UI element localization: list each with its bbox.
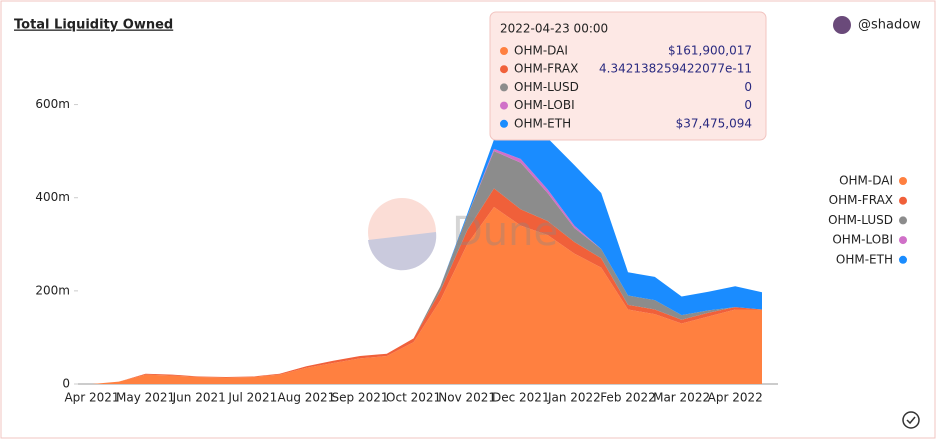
tooltip-name: OHM-LOBI: [514, 98, 575, 112]
legend-swatch: [899, 177, 907, 185]
area: [92, 207, 762, 384]
chart-title: Total Liquidity Owned: [14, 18, 173, 33]
legend-label: OHM-DAI: [839, 174, 893, 188]
tooltip-name: OHM-LUSD: [514, 80, 579, 94]
watermark-text: Dune: [452, 209, 558, 255]
check-icon[interactable]: [902, 411, 920, 429]
tooltip-title: 2022-04-23 00:00: [500, 22, 608, 36]
legend-swatch: [899, 236, 907, 245]
x-tick-label: Jun 2021: [172, 391, 226, 405]
tooltip-swatch: [500, 83, 508, 92]
tooltip-swatch: [500, 65, 508, 74]
x-tick-label: May 2021: [116, 391, 175, 405]
watermark: Dune: [368, 198, 558, 271]
legend-label: OHM-ETH: [836, 252, 893, 266]
legend-label: OHM-LOBI: [832, 233, 893, 247]
tooltip: 2022-04-23 00:00 OHM-DAI $161,900,017 OHM-F…: [489, 11, 767, 141]
tooltip-swatch: [500, 47, 508, 55]
legend-swatch: [899, 196, 907, 205]
legend-label: OHM-FRAX: [829, 193, 893, 207]
x-tick-label: Feb 2022: [600, 391, 656, 405]
x-tick-label: Aug 2021: [278, 391, 336, 405]
tooltip-value: 0: [744, 98, 752, 112]
x-tick-label: Apr 2022: [708, 391, 763, 405]
legend-swatch: [899, 255, 907, 264]
legend-label: OHM-LUSD: [828, 213, 893, 227]
x-tick-label: Oct 2021: [386, 391, 441, 405]
tooltip-name: OHM-FRAX: [514, 62, 578, 76]
x-tick-label: Dec 2021: [492, 391, 550, 405]
tooltip-name: OHM-ETH: [514, 116, 571, 130]
y-tick-label: 600m: [35, 97, 70, 111]
y-tick-label: 0: [62, 377, 70, 391]
y-tick-label: 200m: [35, 283, 70, 297]
tooltip-value: 0: [744, 80, 752, 94]
x-tick-label: Jan 2022: [547, 391, 601, 405]
x-tick-label: Mar 2022: [653, 391, 710, 405]
x-tick-label: Nov 2021: [438, 391, 496, 405]
legend-swatch: [899, 216, 907, 225]
author: @shadow: [858, 18, 921, 33]
tooltip-value: $37,475,094: [676, 116, 752, 130]
x-tick-label: Apr 2021: [64, 391, 119, 405]
x-tick-label: Jul 2021: [227, 391, 277, 405]
tooltip-value: $161,900,017: [668, 44, 752, 58]
tooltip-value: 4.342138259422077e-11: [599, 62, 752, 76]
check-mark: [906, 416, 916, 425]
area: [92, 126, 762, 385]
y-tick-label: 400m: [35, 190, 70, 204]
avatar: [833, 16, 851, 34]
tooltip-name: OHM-DAI: [514, 44, 568, 58]
x-tick-label: Sep 2021: [332, 391, 389, 405]
tooltip-swatch: [500, 101, 508, 110]
tooltip-box: [489, 11, 767, 141]
tooltip-swatch: [500, 119, 508, 128]
